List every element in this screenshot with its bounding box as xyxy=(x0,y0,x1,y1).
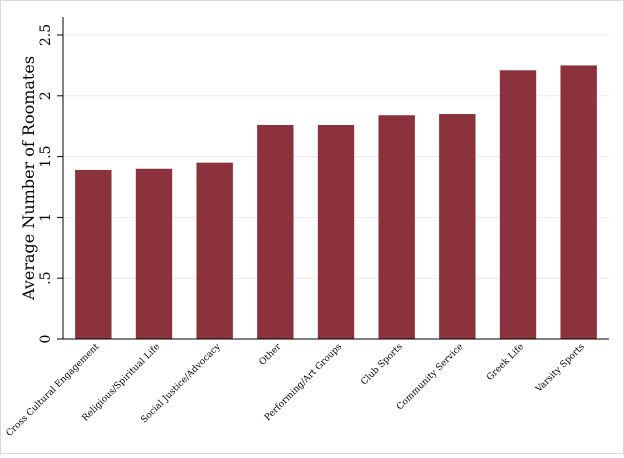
x-tick-label: Greek Life xyxy=(485,342,526,383)
bar xyxy=(317,124,355,339)
x-tick-label: Cross Cultural Engagement xyxy=(5,342,102,439)
x-tick-label: Varsity Sports xyxy=(534,342,588,396)
bar xyxy=(196,162,233,339)
bars xyxy=(75,65,597,340)
axes xyxy=(57,17,609,340)
bar xyxy=(135,168,173,339)
x-tick-label: Community Service xyxy=(395,342,465,412)
bar xyxy=(257,124,294,339)
y-tick-label: 2 xyxy=(38,91,54,100)
bar xyxy=(499,70,537,339)
y-tick-label: 2.5 xyxy=(38,24,54,46)
y-tick-labels: 0 .5 1 1.5 2 2.5 xyxy=(38,24,54,344)
y-axis-label: Average Number of Roomates xyxy=(19,56,38,301)
bar xyxy=(75,169,112,339)
y-tick-label: 0 xyxy=(38,335,54,344)
bar xyxy=(560,65,597,340)
y-tick-label: 1 xyxy=(38,213,54,222)
y-tick-label: 1.5 xyxy=(38,145,54,167)
x-tick-label: Other xyxy=(258,342,284,368)
x-tick-labels: Cross Cultural EngagementReligious/Spiri… xyxy=(5,341,587,438)
bar xyxy=(378,115,415,339)
x-tick-label: Club Sports xyxy=(359,342,405,388)
y-tick-label: .5 xyxy=(38,272,54,285)
bar xyxy=(439,114,476,339)
